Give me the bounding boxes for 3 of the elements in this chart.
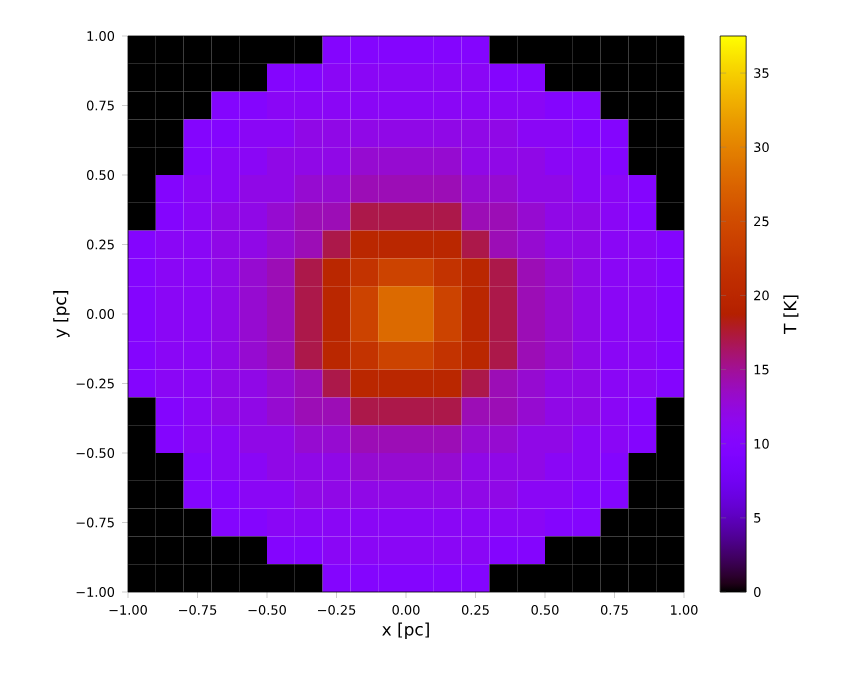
color-bar-title: T [K] xyxy=(783,295,799,335)
y-axis-title: y [pc] xyxy=(53,291,70,338)
x-axis-title: x [pc] xyxy=(382,622,429,639)
